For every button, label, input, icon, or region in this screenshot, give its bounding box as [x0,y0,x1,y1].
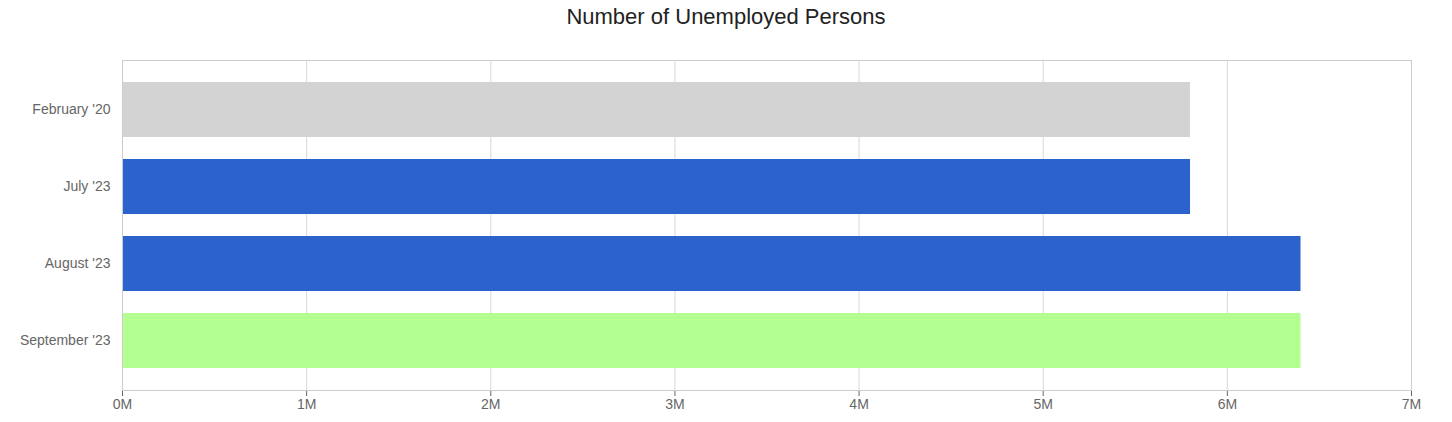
svg-text:1M: 1M [297,396,316,412]
svg-text:September '23: September '23 [20,332,111,348]
svg-text:3M: 3M [665,396,684,412]
html-text:Number of Unemployed Persons: Number of Unemployed Persons [566,4,886,29]
svg-text:2M: 2M [481,396,500,412]
svg-text:August '23: August '23 [45,255,111,271]
svg-text:5M: 5M [1033,396,1052,412]
svg-text:4M: 4M [849,396,868,412]
svg-text:July '23: July '23 [63,178,110,194]
svg-text:7M: 7M [1402,396,1421,412]
svg-text:6M: 6M [1218,396,1237,412]
svg-text:February '20: February '20 [32,101,110,117]
svg-text:0M: 0M [113,396,132,412]
